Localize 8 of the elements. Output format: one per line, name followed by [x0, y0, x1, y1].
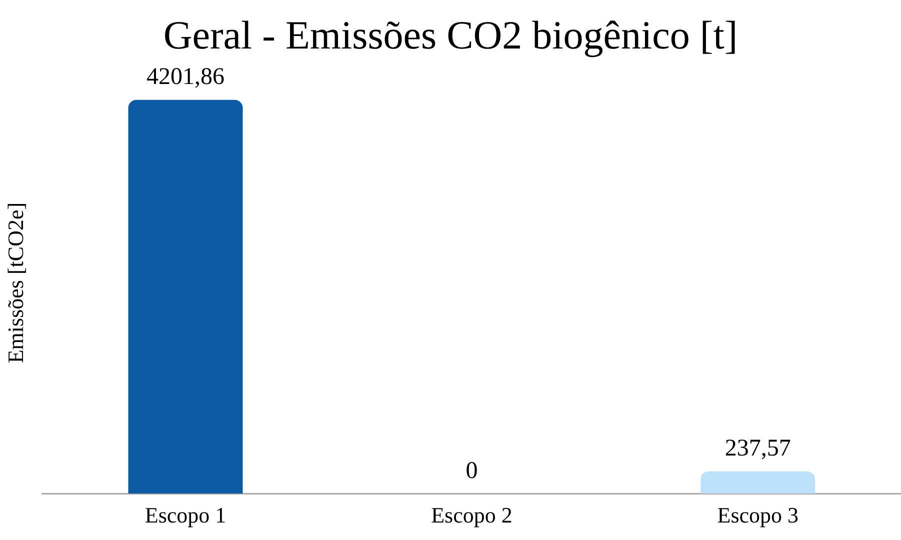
data-label: 4201,86: [146, 64, 224, 90]
x-tick-label: Escopo 3: [717, 502, 799, 528]
x-tick-label: Escopo 1: [144, 502, 226, 528]
y-axis-title: Emissões [tCO2e]: [2, 202, 28, 364]
data-label: 0: [466, 458, 478, 484]
x-tick-label: Escopo 2: [431, 502, 512, 528]
chart-title: Geral - Emissões CO2 biogênico [t]: [163, 12, 738, 58]
data-label: 237,57: [724, 436, 791, 462]
